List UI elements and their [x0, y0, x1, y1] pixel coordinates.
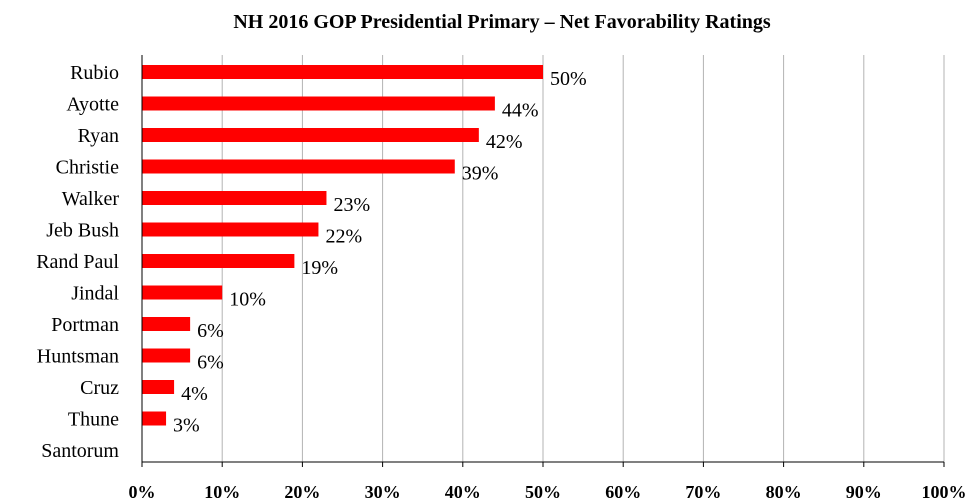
category-label: Jeb Bush — [46, 220, 119, 242]
bar — [142, 159, 455, 174]
category-label: Cruz — [80, 377, 119, 399]
bar — [142, 222, 319, 237]
category-label: Ayotte — [66, 94, 119, 116]
x-tick-label: 80% — [766, 482, 802, 502]
category-labels: Rubio Ayotte Ryan Christie Walker Jeb Bush Ran… — [36, 62, 119, 462]
x-tick-labels: 0% 10% 20% 30% 40% 50% 60% 70% 80% 90% 100% — [129, 482, 967, 502]
bar — [142, 65, 543, 79]
bar — [142, 348, 191, 363]
bar — [142, 411, 167, 426]
data-label: 6% — [197, 320, 224, 342]
data-label: 39% — [462, 163, 499, 185]
category-label: Rand Paul — [36, 251, 119, 273]
category-label: Santorum — [41, 440, 119, 462]
data-label: 6% — [197, 352, 224, 374]
data-label: 10% — [229, 289, 266, 311]
category-label: Huntsman — [37, 346, 119, 368]
data-label: 4% — [181, 383, 208, 405]
data-labels: 50%44%42%39%23%22%19%10%6%6%4%3% — [173, 68, 587, 437]
x-tick-label: 10% — [204, 482, 240, 502]
data-label: 42% — [486, 131, 523, 153]
gridlines — [141, 55, 945, 467]
bar — [142, 96, 495, 111]
category-label: Walker — [62, 188, 120, 210]
category-label: Portman — [51, 314, 119, 336]
x-tick-label: 0% — [129, 482, 156, 502]
category-label: Ryan — [78, 125, 119, 147]
bar — [142, 128, 479, 142]
category-label: Rubio — [70, 62, 119, 84]
data-label: 50% — [550, 68, 587, 90]
chart-title: NH 2016 GOP Presidential Primary – Net F… — [233, 11, 771, 33]
x-tick-label: 40% — [445, 482, 481, 502]
x-tick-label: 90% — [846, 482, 882, 502]
bar — [142, 380, 175, 394]
bars — [142, 65, 543, 457]
data-label: 22% — [325, 226, 362, 248]
x-tick-label: 20% — [284, 482, 320, 502]
data-label: 3% — [173, 415, 200, 437]
bar — [142, 317, 191, 331]
category-label: Christie — [56, 157, 119, 179]
category-label: Jindal — [71, 283, 119, 305]
x-tick-label: 30% — [365, 482, 401, 502]
bar — [142, 191, 327, 205]
bar — [142, 254, 295, 268]
x-tick-label: 50% — [525, 482, 561, 502]
x-tick-label: 70% — [685, 482, 721, 502]
x-tick-label: 100% — [922, 482, 967, 502]
bar — [142, 285, 223, 300]
data-label: 19% — [301, 257, 338, 279]
data-label: 44% — [502, 100, 539, 122]
data-label: 23% — [333, 194, 370, 216]
x-tick-label: 60% — [605, 482, 641, 502]
category-label: Thune — [68, 409, 119, 431]
